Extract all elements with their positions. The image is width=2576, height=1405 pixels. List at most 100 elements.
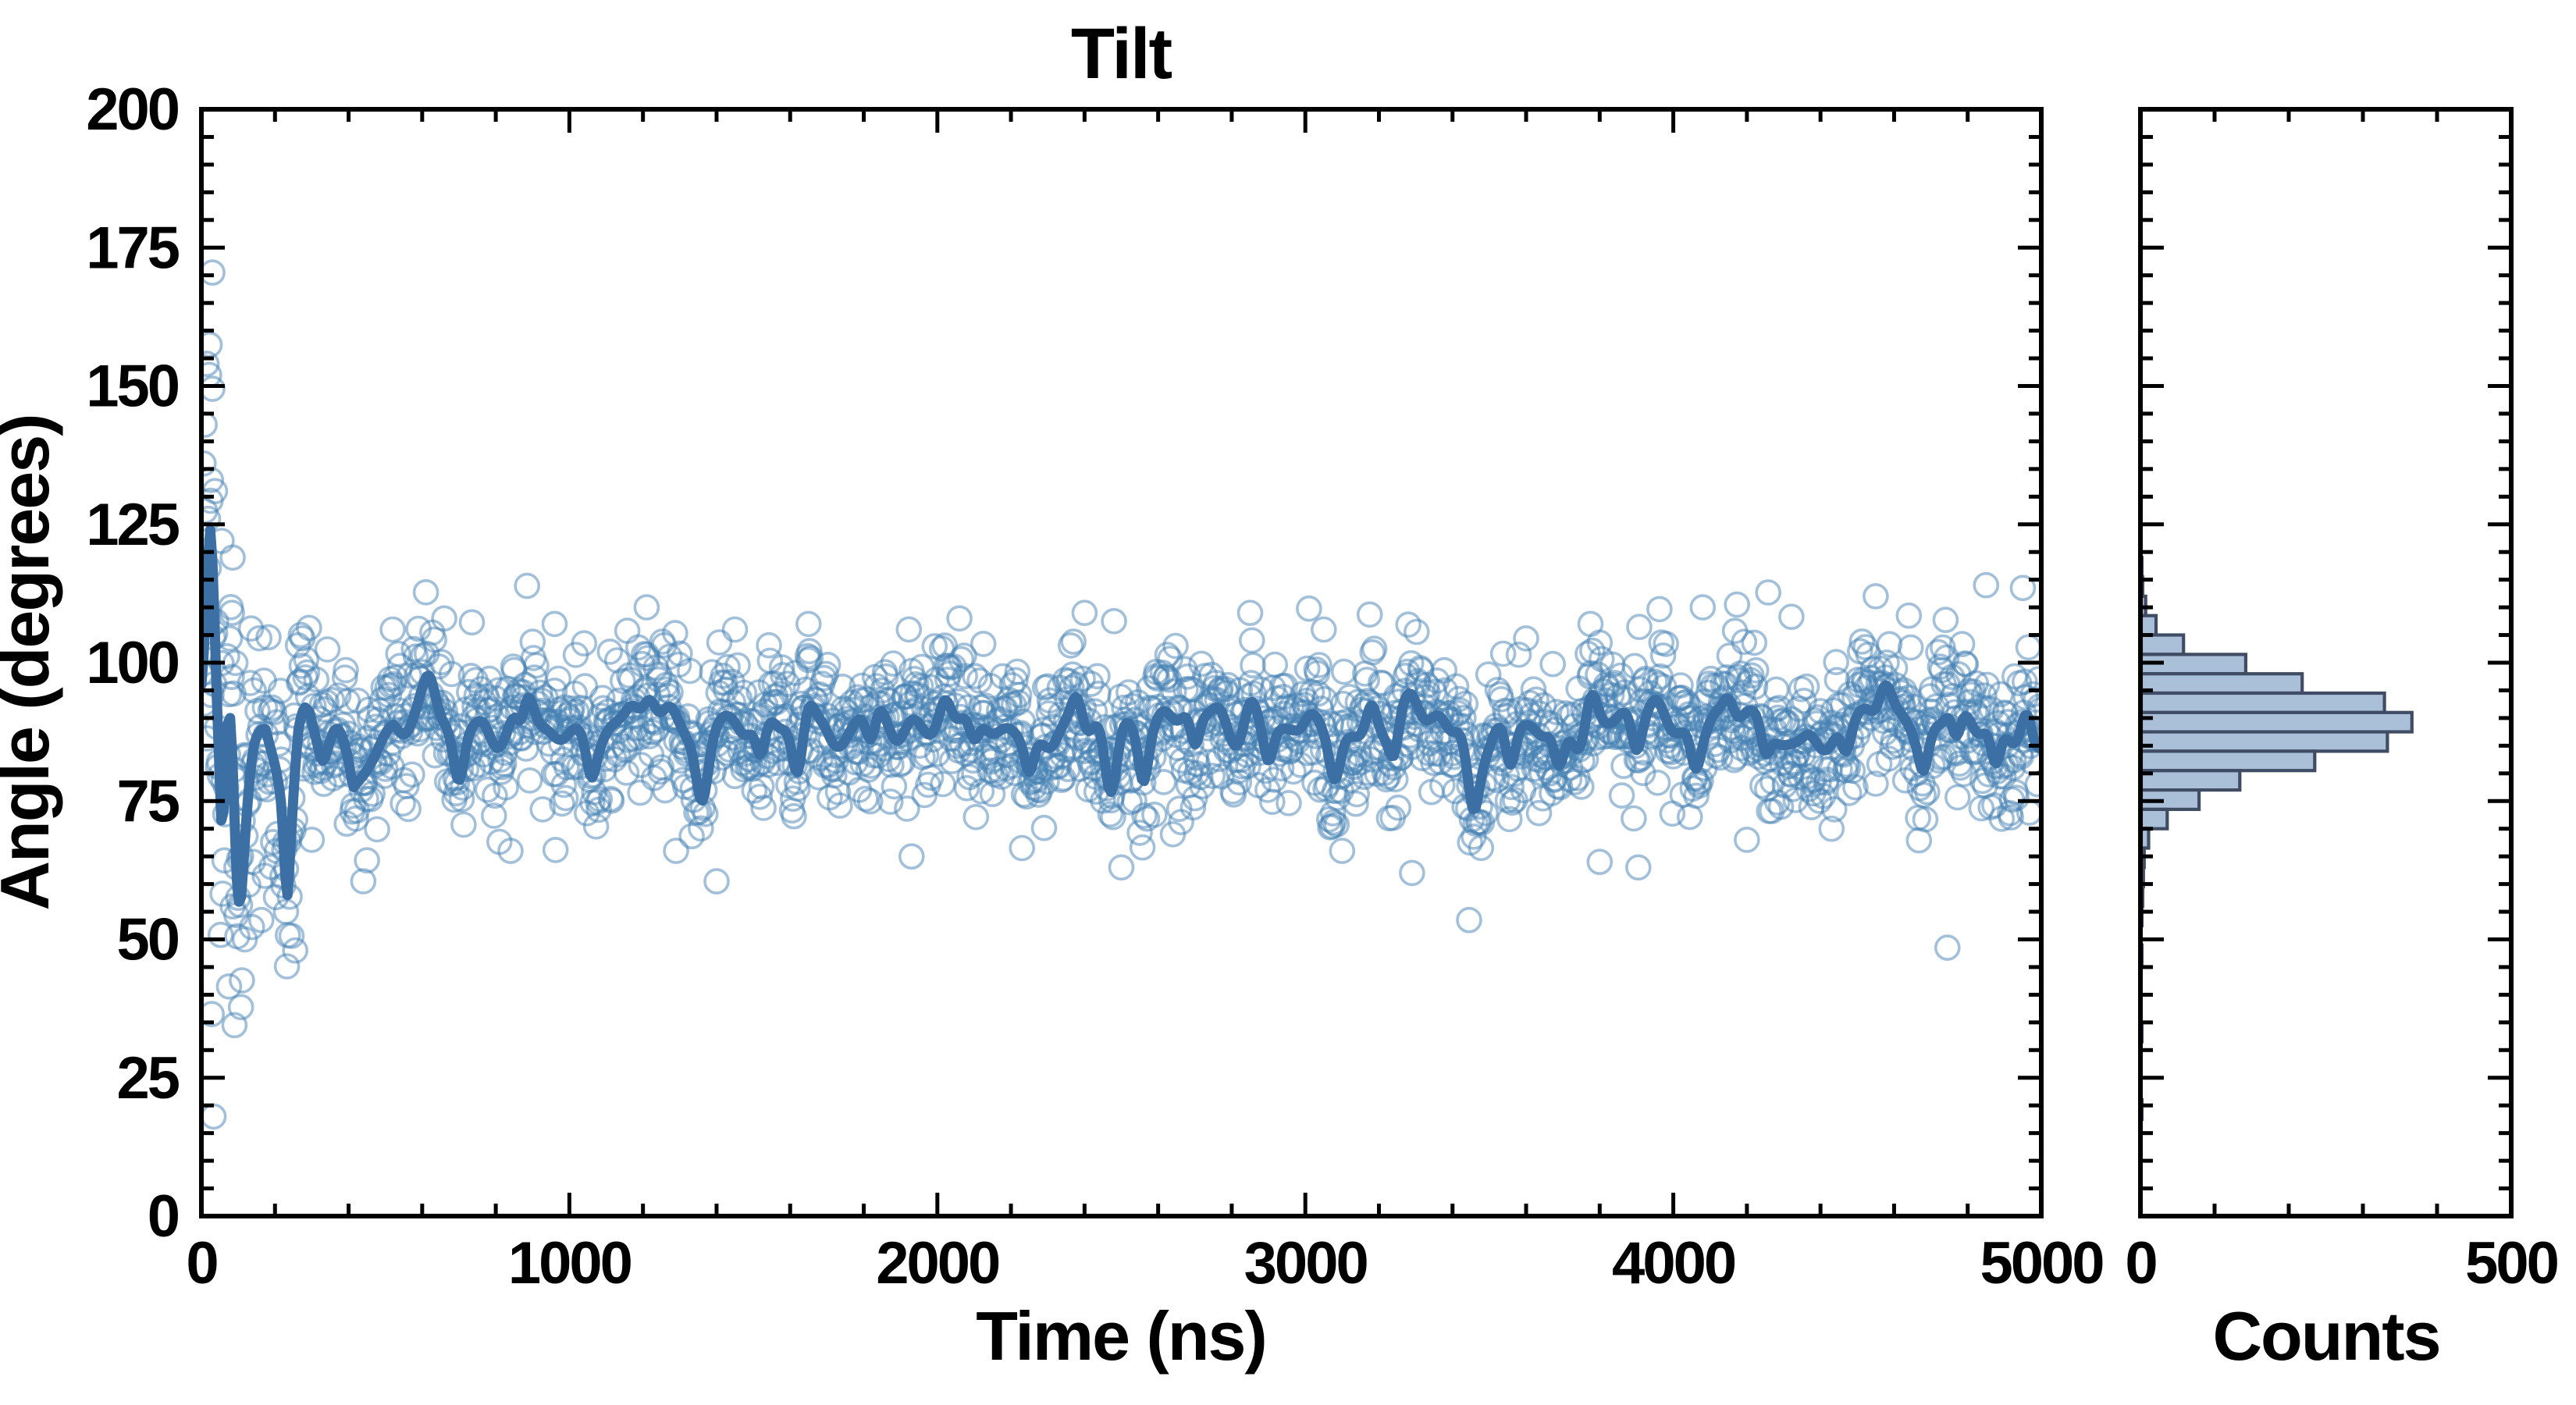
scatter-point — [1150, 769, 1177, 795]
scatter-point — [1330, 658, 1357, 685]
scatter-point — [948, 646, 975, 673]
scatter-point — [448, 786, 475, 813]
scatter-point — [1626, 614, 1653, 641]
scatter-point — [636, 723, 663, 750]
scatter-point — [1385, 795, 1411, 821]
scatter-point — [1539, 650, 1566, 678]
scatter-point — [2024, 770, 2039, 798]
scatter-point — [795, 610, 822, 638]
scatter-point — [204, 411, 218, 438]
scatter-point — [1689, 594, 1717, 621]
hist-x-tick-label: 0 — [2125, 1230, 2156, 1297]
x-tick-label: 0 — [186, 1230, 217, 1297]
scatter-point — [1160, 678, 1187, 705]
scatter-point — [946, 605, 973, 632]
scatter-point — [523, 652, 550, 679]
scatter-point — [627, 779, 653, 806]
scatter-point — [1875, 745, 1902, 772]
scatter-point — [688, 815, 714, 842]
scatter-point — [204, 450, 217, 477]
scatter-point — [1452, 690, 1479, 717]
scatter-point — [204, 478, 229, 504]
scatter-point — [1738, 662, 1765, 689]
scatter-point — [1973, 571, 2000, 599]
scatter-point — [1057, 632, 1084, 659]
scatter-point — [1644, 769, 1671, 796]
scatter-point — [724, 652, 751, 679]
scatter-point — [293, 646, 320, 673]
scatter-point — [895, 616, 923, 643]
scatter-point — [1071, 599, 1098, 627]
scatter-point — [1863, 583, 1889, 610]
scatter-point — [633, 594, 660, 621]
scatter-point — [1579, 637, 1606, 664]
scatter-point — [1895, 602, 1923, 629]
scatter-point — [1100, 804, 1126, 831]
scatter-point — [516, 767, 543, 794]
scatter-point — [379, 616, 406, 643]
scatter-point — [1162, 632, 1189, 660]
scatter-point — [1793, 673, 1820, 700]
hist-x-tick-label: 500 — [2465, 1230, 2558, 1297]
scatter-point — [795, 646, 822, 674]
scatter-point — [613, 759, 640, 786]
scatter-point — [1343, 790, 1369, 817]
scatter-point — [1154, 642, 1181, 668]
scatter-point — [1354, 667, 1380, 693]
scatter-point — [662, 620, 688, 646]
scatter-point — [1498, 774, 1525, 801]
plot-title: Tilt — [1071, 14, 1172, 94]
scatter-point — [746, 783, 774, 810]
scatter-point — [493, 774, 519, 801]
hist-x-axis-label: Counts — [2212, 1297, 2439, 1375]
scatter-point — [1525, 799, 1553, 827]
scatter-point — [1304, 680, 1332, 707]
scatter-point — [1329, 838, 1356, 864]
scatter-point — [706, 629, 733, 656]
scatter-point — [298, 827, 326, 853]
scatter-point — [1646, 596, 1673, 623]
scatter-point — [1361, 635, 1388, 663]
scatter-point — [1934, 934, 1961, 961]
scatter-point — [485, 677, 512, 704]
scatter-point — [215, 973, 243, 1000]
y-tick-label: 0 — [148, 1183, 179, 1250]
scatter-point — [571, 673, 599, 699]
scatter-point — [1848, 628, 1875, 655]
y-tick-label: 25 — [116, 1045, 179, 1112]
scatter-point — [881, 773, 908, 800]
scatter-point — [350, 868, 377, 895]
scatter-point — [1306, 652, 1332, 678]
scatter-point — [399, 761, 425, 788]
scatter-point — [246, 624, 273, 652]
scatter-point — [204, 1001, 225, 1027]
scatter-point — [229, 967, 255, 994]
scatter-point — [814, 651, 841, 678]
scatter-point — [1586, 848, 1614, 875]
scatter-point — [247, 906, 275, 934]
y-tick-label: 200 — [86, 76, 179, 143]
scatter-point — [797, 645, 824, 671]
scatter-point — [1683, 782, 1710, 809]
scatter-point — [898, 843, 925, 870]
axes-group — [199, 107, 2514, 1218]
scatter-point — [1320, 809, 1347, 836]
scatter-point — [1653, 631, 1679, 657]
scatter-point — [1399, 859, 1425, 887]
scatter-point — [1835, 780, 1863, 806]
scatter-point — [586, 786, 614, 813]
scatter-point — [431, 605, 457, 632]
scatter-point — [1101, 607, 1127, 635]
scatter-point — [1973, 671, 2001, 699]
scatter-point — [1966, 695, 1992, 721]
scatter-point — [614, 617, 641, 644]
scatter-point — [1998, 804, 2024, 831]
scatter-point — [2019, 681, 2039, 708]
scatter-point — [1577, 610, 1604, 638]
y-tick-label: 125 — [86, 492, 180, 558]
scatter-point — [1153, 663, 1179, 690]
scatter-point — [303, 666, 330, 693]
scatter-point — [731, 679, 758, 706]
scatter-point — [894, 795, 920, 822]
scatter-point — [529, 796, 557, 823]
